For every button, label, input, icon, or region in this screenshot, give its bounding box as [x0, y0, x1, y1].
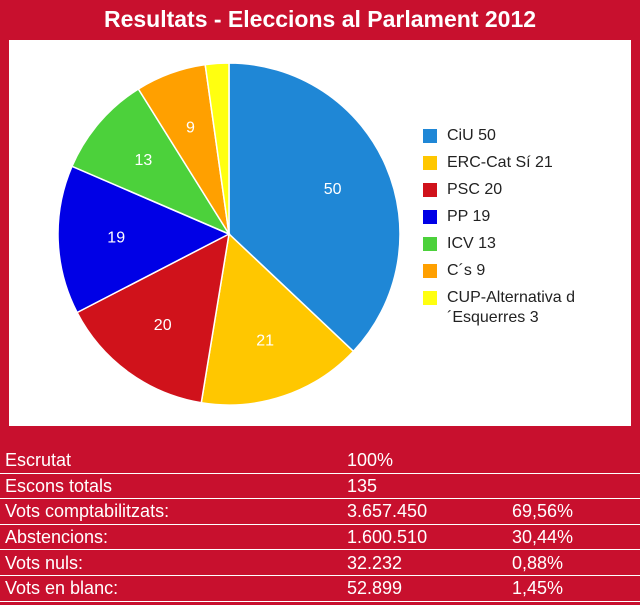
pie-slice: [57, 165, 231, 314]
row-label: Vots nuls:: [0, 549, 342, 576]
row-value: 3.657.450: [342, 498, 507, 525]
legend: CiU 50 ERC-Cat Sí 21 PSC 20 PP 19 ICV 13 C´s …: [423, 126, 628, 335]
row-value: 52.899: [342, 575, 507, 602]
legend-item: C´s 9: [423, 261, 628, 281]
pie-slice: [200, 232, 355, 406]
legend-swatch: [423, 264, 437, 278]
row-label: Abstencions:: [0, 524, 342, 551]
pie-slice: [71, 87, 231, 236]
row-percent: 0,88%: [507, 549, 640, 576]
slice-value-label: 19: [107, 229, 125, 246]
row-label: Escons totals: [0, 473, 342, 500]
results-row: Escons totals 135: [0, 473, 640, 500]
row-value: 135: [342, 473, 507, 500]
legend-swatch: [423, 237, 437, 251]
slice-value-label: 13: [135, 152, 153, 169]
row-percent: 30,44%: [507, 524, 640, 551]
pie-chart: 50 21 20 19 13 9: [57, 62, 401, 406]
row-percent: [507, 448, 640, 474]
pie-slice: [228, 62, 401, 353]
legend-item: ICV 13: [423, 234, 628, 254]
legend-swatch: [423, 183, 437, 197]
chart-title: Resultats - Eleccions al Parlament 2012: [103, 6, 537, 32]
row-percent: 1,45%: [507, 575, 640, 602]
slice-value-label: 20: [154, 317, 172, 334]
row-value: 100%: [342, 448, 507, 474]
results-row: Vots comptabilitzats: 3.657.450 69,56%: [0, 498, 640, 525]
legend-item: ERC-Cat Sí 21: [423, 153, 628, 173]
row-value: 1.600.510: [342, 524, 507, 551]
legend-item: CUP-Alternativa d´Esquerres 3: [423, 288, 628, 328]
results-table: Escrutat 100% Escons totals 135 Vots comptab…: [0, 448, 640, 602]
slice-value-label: 9: [186, 119, 195, 136]
results-row: Abstencions: 1.600.510 30,44%: [0, 524, 640, 551]
slice-value-label: 50: [324, 181, 342, 198]
legend-swatch: [423, 291, 437, 305]
results-row: Escrutat 100%: [0, 448, 640, 474]
chart-panel: 50 21 20 19 13 9 CiU 50 ERC-Cat Sí 21 PSC 20 PP …: [9, 40, 631, 426]
legend-label: C´s 9: [447, 262, 486, 279]
results-row: Vots en blanc: 52.899 1,45%: [0, 575, 640, 602]
legend-label: CiU 50: [447, 127, 496, 144]
legend-item: PSC 20: [423, 180, 628, 200]
legend-item: CiU 50: [423, 126, 628, 146]
pie-slice: [76, 232, 230, 404]
legend-swatch: [423, 129, 437, 143]
legend-label: CUP-Alternativa d´Esquerres 3: [447, 289, 576, 326]
legend-swatch: [423, 210, 437, 224]
legend-label: PSC 20: [447, 181, 503, 198]
legend-label: ICV 13: [447, 235, 496, 252]
row-value: 32.232: [342, 549, 507, 576]
row-percent: 69,56%: [507, 498, 640, 525]
results-row: Vots nuls: 32.232 0,88%: [0, 549, 640, 576]
legend-label: ERC-Cat Sí 21: [447, 154, 553, 171]
row-label: Vots comptabilitzats:: [0, 498, 342, 525]
row-label: Vots en blanc:: [0, 575, 342, 602]
row-label: Escrutat: [0, 448, 342, 474]
pie-slice: [204, 62, 230, 235]
legend-label: PP 19: [447, 208, 491, 225]
row-percent: [507, 473, 640, 500]
legend-item: PP 19: [423, 207, 628, 227]
legend-swatch: [423, 156, 437, 170]
slice-value-label: 21: [256, 332, 274, 349]
